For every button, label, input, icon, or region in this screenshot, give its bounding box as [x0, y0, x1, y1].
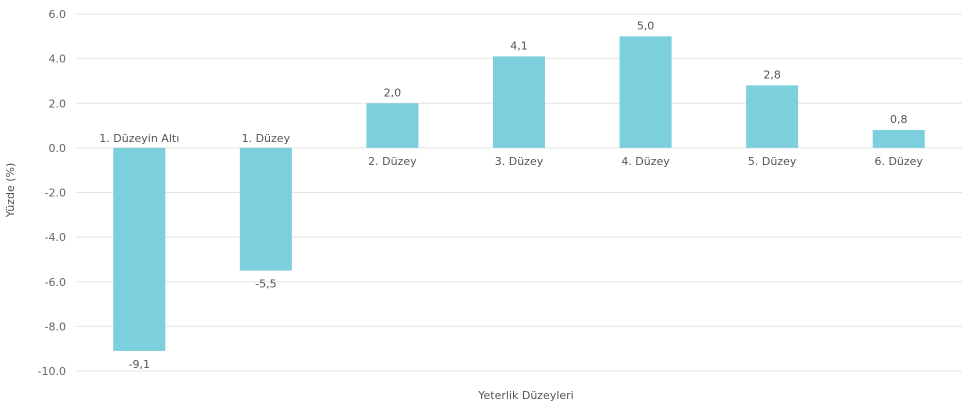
y-tick-label: -8.0	[45, 320, 66, 333]
y-tick-label: -4.0	[45, 231, 66, 244]
bar	[620, 36, 672, 148]
data-label: -5,5	[255, 278, 276, 291]
bar	[113, 148, 165, 351]
category-label: 1. Düzey	[242, 132, 291, 145]
bar	[240, 148, 292, 271]
bar	[366, 103, 418, 148]
bar	[873, 130, 925, 148]
bar	[493, 56, 545, 147]
y-tick-label: 0.0	[49, 142, 67, 155]
category-label: 5. Düzey	[748, 155, 797, 168]
data-label: 0,8	[890, 113, 908, 126]
y-tick-label: -10.0	[38, 365, 66, 378]
category-label: 4. Düzey	[621, 155, 670, 168]
y-tick-label: 4.0	[49, 53, 67, 66]
data-label: 5,0	[637, 19, 655, 32]
y-tick-label: -2.0	[45, 187, 66, 200]
y-axis-ticks: 6.0 4.0 2.0 0.0 -2.0 -4.0 -6.0 -8.0 -10.0	[38, 8, 66, 378]
y-tick-label: 6.0	[49, 8, 67, 21]
y-tick-label: 2.0	[49, 97, 67, 110]
bars	[113, 36, 924, 351]
category-label: 3. Düzey	[495, 155, 544, 168]
data-label: -9,1	[129, 358, 150, 371]
category-label: 2. Düzey	[368, 155, 417, 168]
x-axis-title: Yeterlik Düzeyleri	[477, 389, 574, 402]
category-label: 6. Düzey	[874, 155, 923, 168]
category-label: 1. Düzeyin Altı	[99, 132, 179, 145]
y-axis-title: Yüzde (%)	[4, 163, 17, 218]
data-label: 2,0	[384, 86, 402, 99]
data-label: 2,8	[763, 68, 781, 81]
y-tick-label: -6.0	[45, 276, 66, 289]
bar	[746, 85, 798, 147]
data-label: 4,1	[510, 39, 528, 52]
